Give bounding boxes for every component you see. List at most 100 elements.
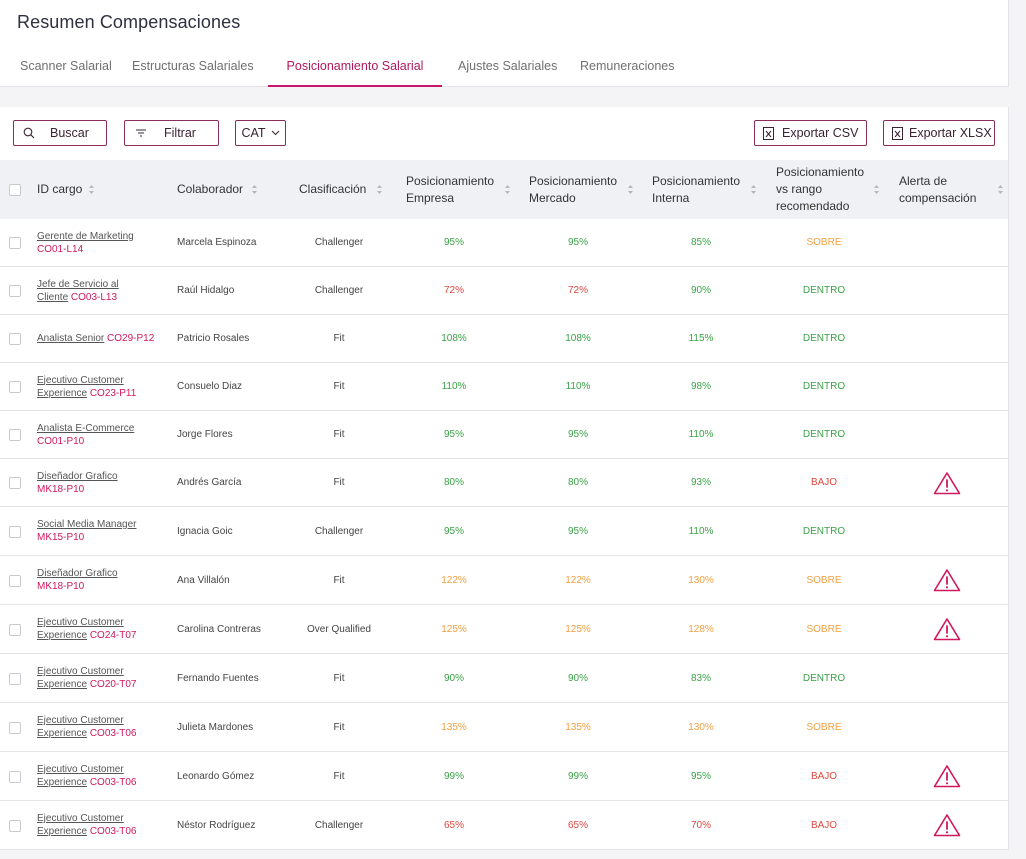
sort-arrows-icon <box>874 185 879 194</box>
compensation-alert[interactable] <box>927 605 967 653</box>
table-row: Social Media Manager MK15-P10 Ignacia Goi… <box>0 507 1008 556</box>
positioning-interna: 83% <box>690 672 711 684</box>
row-checkbox[interactable] <box>9 819 21 832</box>
col-header-id-cargo[interactable]: ID cargo <box>37 182 83 196</box>
job-id-cell: Diseñador Grafico MK18-P10 <box>37 459 162 506</box>
row-checkbox[interactable] <box>9 672 21 685</box>
job-title-link[interactable]: Analista Senior <box>37 333 105 344</box>
job-title-link[interactable]: Jefe de Servicio al Cliente <box>37 278 119 303</box>
sort-icon[interactable] <box>251 160 258 219</box>
col-header-colaborador[interactable]: Colaborador <box>177 182 244 196</box>
job-id-cell: Analista E-Commerce CO01-P10 <box>37 411 162 458</box>
job-title-link[interactable]: Ejecutivo Customer Experience <box>37 666 124 690</box>
positioning-empresa: 90% <box>443 672 464 684</box>
row-checkbox[interactable] <box>9 237 21 249</box>
row-checkbox[interactable] <box>9 574 21 587</box>
job-title-link[interactable]: Social Media Manager <box>37 519 137 530</box>
search-button[interactable]: Buscar <box>13 120 107 146</box>
tab-estructuras-salariales[interactable]: Estructuras Salariales <box>132 59 254 73</box>
row-checkbox[interactable] <box>9 770 21 783</box>
sort-icon[interactable] <box>997 160 1004 219</box>
positioning-empresa: 80% <box>443 477 464 488</box>
row-checkbox[interactable] <box>9 525 21 538</box>
positioning-mercado: 95% <box>567 525 588 537</box>
sort-icon[interactable] <box>750 160 757 219</box>
positioning-empresa: 122% <box>441 574 467 586</box>
search-icon <box>23 127 35 139</box>
positioning-mercado: 80% <box>567 477 588 488</box>
employee-name: Raúl Hidalgo <box>177 285 235 296</box>
cat-dropdown[interactable]: CAT <box>235 120 286 146</box>
job-title-link[interactable]: Gerente de Marketing <box>37 230 134 242</box>
job-id-cell: Ejecutivo Customer Experience CO20-T07 <box>37 654 162 702</box>
job-title-link[interactable]: Ejecutivo Customer Experience <box>37 715 124 739</box>
row-checkbox[interactable] <box>9 721 21 734</box>
employee-name: Ana Villalón <box>177 574 230 586</box>
job-title-link[interactable]: Diseñador Grafico <box>37 568 118 579</box>
range-status: BAJO <box>810 477 838 488</box>
chevron-down-icon <box>271 130 279 136</box>
compensation-alert[interactable] <box>927 752 967 800</box>
job-title-link[interactable]: Analista E-Commerce <box>37 422 135 434</box>
positioning-empresa: 110% <box>441 381 467 392</box>
export-csv-button[interactable]: Exportar CSV <box>754 120 867 146</box>
col-header-alerta-compensacion[interactable]: Alerta de compensación <box>899 173 977 205</box>
job-title-link[interactable]: Ejecutivo Customer Experience <box>37 617 124 641</box>
job-title-link[interactable]: Diseñador Grafico <box>37 470 118 482</box>
col-header-clasificacion[interactable]: Clasificación <box>299 182 367 196</box>
sort-icon[interactable] <box>376 160 383 219</box>
employee-name: Patricio Rosales <box>177 333 250 344</box>
job-title-link[interactable]: Ejecutivo Customer Experience <box>37 374 124 399</box>
tab-remuneraciones[interactable]: Remuneraciones <box>580 59 675 73</box>
positioning-interna: 98% <box>690 381 711 392</box>
classification: Challenger <box>314 819 364 831</box>
employee-name: Carolina Contreras <box>177 623 261 635</box>
tab-posicionamiento-salarial[interactable]: Posicionamiento Salarial <box>268 46 442 87</box>
compensation-alert[interactable] <box>927 459 967 506</box>
col-header-posicionamiento-vs-rango[interactable]: Posicionamiento vs rango recomendado <box>776 165 865 213</box>
col-header-posicionamiento-interna[interactable]: Posicionamiento Interna <box>652 173 741 205</box>
sort-icon[interactable] <box>88 160 95 219</box>
positioning-mercado: 110% <box>565 381 591 392</box>
col-header-posicionamiento-empresa[interactable]: Posicionamiento Empresa <box>406 173 495 205</box>
classification: Fit <box>333 429 345 440</box>
tab-ajustes-salariales[interactable]: Ajustes Salariales <box>458 59 558 73</box>
classification: Challenger <box>314 237 364 248</box>
col-header-posicionamiento-mercado[interactable]: Posicionamiento Mercado <box>529 173 618 205</box>
positioning-interna: 110% <box>688 525 714 537</box>
job-code: MK18-P10 <box>37 483 85 495</box>
classification: Over Qualified <box>307 623 371 635</box>
compensation-alert[interactable] <box>927 801 967 849</box>
filter-button[interactable]: Filtrar <box>124 120 219 146</box>
sort-icon[interactable] <box>504 160 511 219</box>
export-xlsx-button[interactable]: Exportar XLSX <box>883 120 995 146</box>
job-title-link[interactable]: Ejecutivo Customer Experience <box>37 813 124 837</box>
positioning-empresa: 108% <box>441 333 467 344</box>
compensation-alert[interactable] <box>927 556 967 604</box>
search-button-label: Buscar <box>50 126 89 140</box>
row-checkbox[interactable] <box>9 623 21 636</box>
positioning-interna: 130% <box>688 574 714 586</box>
sort-icon[interactable] <box>627 160 634 219</box>
row-checkbox[interactable] <box>9 477 21 489</box>
table-row: Ejecutivo Customer Experience CO23-P11 Co… <box>0 363 1008 411</box>
tab-scanner-salarial[interactable]: Scanner Salarial <box>20 59 112 73</box>
positioning-empresa: 125% <box>441 623 467 635</box>
row-checkbox[interactable] <box>9 285 21 297</box>
job-title-link[interactable]: Ejecutivo Customer Experience <box>37 764 124 788</box>
page-title: Resumen Compensaciones <box>17 12 241 32</box>
sort-arrows-icon <box>89 185 94 194</box>
select-all-checkbox[interactable] <box>9 184 21 196</box>
positioning-mercado: 72% <box>567 285 588 296</box>
job-code: CO03-L13 <box>70 291 118 303</box>
sort-arrows-icon <box>252 185 257 194</box>
positioning-interna: 70% <box>690 819 711 831</box>
positioning-interna: 110% <box>688 429 714 440</box>
warning-icon <box>933 814 961 837</box>
row-checkbox[interactable] <box>9 381 21 393</box>
job-id-cell: Ejecutivo Customer Experience CO23-P11 <box>37 363 162 410</box>
row-checkbox[interactable] <box>9 333 21 345</box>
job-id-cell: Ejecutivo Customer Experience CO03-T06 <box>37 752 162 800</box>
row-checkbox[interactable] <box>9 429 21 441</box>
sort-icon[interactable] <box>873 160 880 219</box>
